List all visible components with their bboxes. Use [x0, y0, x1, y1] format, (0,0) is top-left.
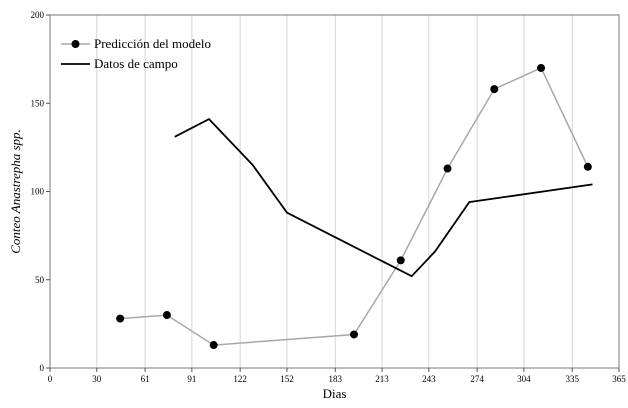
data-point: [583, 162, 592, 171]
y-tick-label: 200: [31, 10, 45, 20]
x-tick-label: 274: [470, 374, 484, 384]
y-tick-label: 100: [31, 187, 45, 197]
x-tick-label: 335: [565, 374, 579, 384]
y-tick-label: 0: [40, 363, 45, 373]
data-point: [443, 164, 452, 173]
series-line: [174, 117, 593, 278]
x-tick-label: 0: [48, 374, 53, 384]
x-tick-label: 152: [280, 374, 294, 384]
series-2: [174, 117, 593, 278]
x-axis-title: Dias: [323, 386, 347, 401]
x-tick-label: 243: [422, 374, 436, 384]
data-point: [490, 85, 499, 94]
x-tick-label: 91: [187, 374, 196, 384]
legend-swatch-marker: [71, 40, 80, 48]
x-tick-label: 30: [92, 374, 102, 384]
x-tick-label: 183: [329, 374, 343, 384]
data-point: [209, 341, 218, 350]
x-tick-label: 213: [375, 374, 389, 384]
y-axis-title: Conteo Anastrepha spp.: [8, 129, 23, 254]
data-point: [396, 256, 405, 265]
data-point: [537, 63, 546, 72]
y-tick-label: 150: [31, 98, 45, 108]
x-tick-label: 122: [233, 374, 247, 384]
series-layer: [116, 63, 593, 350]
axes: 0 30 61 91 122 152 183 213 243 274 304 335 365 0 50 100…: [31, 10, 627, 384]
data-point: [162, 311, 171, 320]
legend: Predicción del modelo Datos de campo: [61, 36, 211, 71]
series-1: [116, 63, 592, 350]
x-tick-label: 365: [612, 374, 626, 384]
data-point: [349, 330, 358, 339]
series-line: [120, 66, 589, 346]
data-point: [116, 314, 125, 323]
x-tick-label: 61: [141, 374, 150, 384]
x-tick-label: 304: [517, 374, 531, 384]
y-tick-label: 50: [35, 275, 45, 285]
grid-lines: [96, 15, 573, 368]
legend-label: Predicción del modelo: [94, 36, 211, 51]
legend-label: Datos de campo: [94, 56, 178, 71]
